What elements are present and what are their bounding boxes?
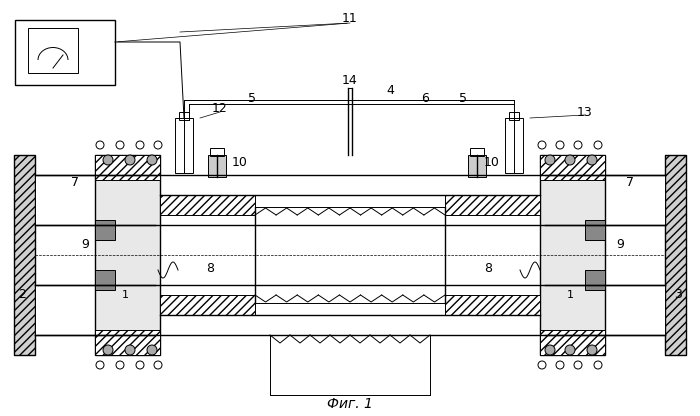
Text: 3: 3 bbox=[674, 289, 682, 302]
Text: 1: 1 bbox=[122, 290, 129, 300]
Circle shape bbox=[587, 345, 597, 355]
Bar bbox=[470, 148, 484, 156]
Text: 7: 7 bbox=[71, 176, 79, 190]
Polygon shape bbox=[585, 220, 605, 240]
Polygon shape bbox=[14, 155, 35, 355]
Bar bbox=[505, 118, 523, 173]
Polygon shape bbox=[545, 285, 665, 335]
Circle shape bbox=[103, 345, 113, 355]
Bar bbox=[509, 112, 519, 120]
Text: 10: 10 bbox=[484, 156, 500, 169]
Bar bbox=[95, 330, 160, 355]
Polygon shape bbox=[545, 175, 665, 225]
Circle shape bbox=[147, 155, 157, 165]
Polygon shape bbox=[35, 175, 155, 225]
Circle shape bbox=[565, 345, 575, 355]
Text: 10: 10 bbox=[232, 156, 248, 169]
Bar bbox=[14, 155, 35, 355]
Text: 6: 6 bbox=[421, 92, 429, 104]
Bar bbox=[175, 118, 193, 173]
Circle shape bbox=[147, 345, 157, 355]
Bar bbox=[665, 155, 686, 355]
Bar bbox=[95, 155, 160, 180]
Text: 14: 14 bbox=[342, 74, 358, 87]
Text: 5: 5 bbox=[459, 92, 467, 104]
Text: 8: 8 bbox=[484, 262, 492, 275]
Polygon shape bbox=[665, 155, 686, 355]
Text: 1: 1 bbox=[566, 290, 573, 300]
Text: 11: 11 bbox=[342, 12, 358, 25]
Bar bbox=[179, 112, 189, 120]
Polygon shape bbox=[95, 270, 115, 290]
Bar bbox=[160, 195, 255, 215]
Bar bbox=[445, 295, 540, 315]
Circle shape bbox=[565, 155, 575, 165]
Polygon shape bbox=[95, 155, 160, 355]
Circle shape bbox=[125, 345, 135, 355]
Text: 13: 13 bbox=[577, 106, 593, 119]
Text: 12: 12 bbox=[212, 102, 228, 114]
Circle shape bbox=[545, 345, 555, 355]
Text: 4: 4 bbox=[386, 84, 394, 97]
Text: Фиг. 1: Фиг. 1 bbox=[327, 397, 373, 411]
Text: 7: 7 bbox=[626, 176, 634, 190]
Text: 9: 9 bbox=[616, 238, 624, 252]
Bar bbox=[540, 330, 605, 355]
Polygon shape bbox=[35, 285, 155, 335]
Bar bbox=[160, 295, 255, 315]
Bar bbox=[540, 155, 605, 355]
Circle shape bbox=[587, 155, 597, 165]
Text: 2: 2 bbox=[18, 289, 26, 302]
Polygon shape bbox=[540, 155, 605, 355]
Circle shape bbox=[545, 155, 555, 165]
Text: 5: 5 bbox=[248, 92, 256, 104]
Polygon shape bbox=[95, 220, 115, 240]
Polygon shape bbox=[585, 270, 605, 290]
Bar bbox=[208, 155, 226, 177]
Bar bbox=[468, 155, 486, 177]
Bar bbox=[28, 28, 78, 73]
Bar bbox=[95, 155, 160, 355]
Bar bbox=[445, 195, 540, 215]
Circle shape bbox=[103, 155, 113, 165]
Bar bbox=[15, 20, 115, 85]
Text: 8: 8 bbox=[206, 262, 214, 275]
Bar bbox=[540, 155, 605, 180]
Text: 9: 9 bbox=[81, 238, 89, 252]
Circle shape bbox=[125, 155, 135, 165]
Bar bbox=[210, 148, 224, 156]
